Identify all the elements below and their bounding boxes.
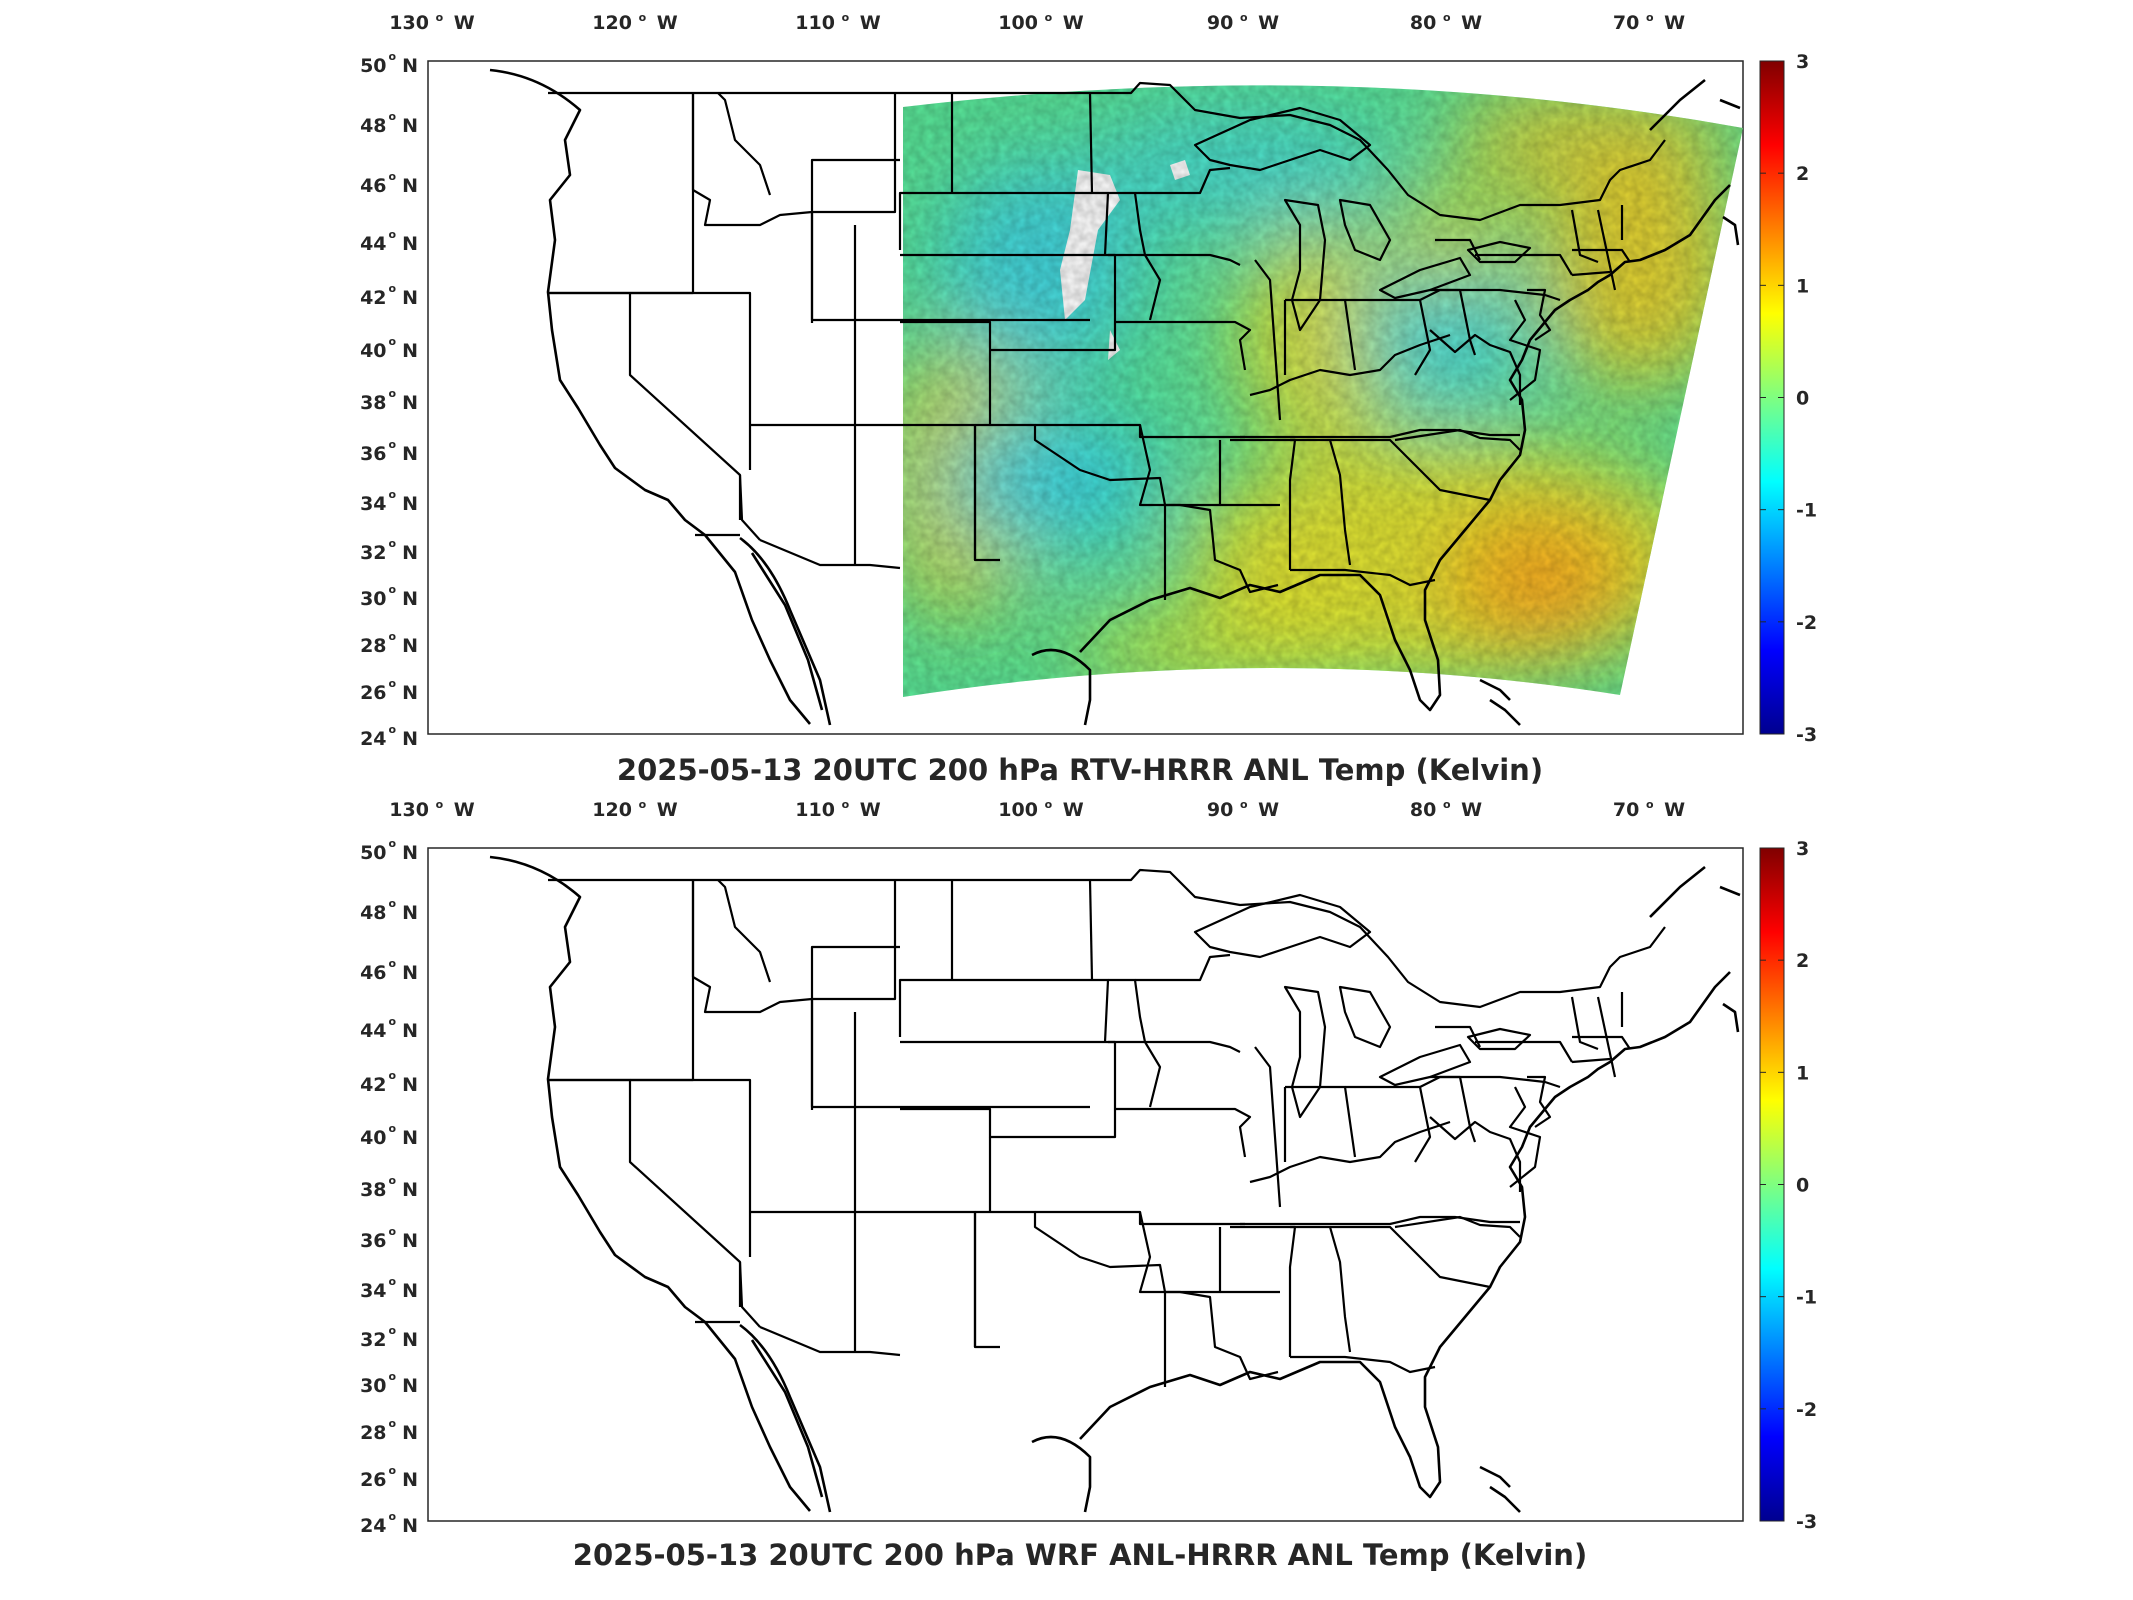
lon-tick-label: 70 o W — [1613, 11, 1685, 34]
lat-tick-label: 40 o N — [360, 335, 418, 362]
colorbar-tick-label: -1 — [1796, 1287, 1817, 1309]
lat-tick-label: 32 o N — [360, 537, 418, 564]
lat-tick-label: 30 o N — [360, 583, 418, 610]
colorbar-tick-label: 3 — [1796, 51, 1809, 73]
axes-bottom: 130 o W 120 o W 110 o W 100 o W 90 o W 80 o W… — [360, 798, 1685, 1572]
colorbar-tick-label: 3 — [1796, 838, 1809, 860]
colorbar-tick-label: -2 — [1796, 612, 1817, 634]
lat-tick-label: 24 o N — [360, 1510, 418, 1537]
lon-tick-label: 130 o W — [389, 11, 474, 34]
lon-tick-label: 80 o W — [1410, 11, 1482, 34]
lat-tick-label: 34 o N — [360, 1275, 418, 1302]
lat-tick-label: 42 o N — [360, 1069, 418, 1096]
colorbar-tick-label: -1 — [1796, 500, 1817, 522]
lat-tick-label: 50 o N — [360, 837, 418, 864]
colorbar-tick-label: 2 — [1796, 163, 1809, 185]
lon-tick-label: 110 o W — [795, 798, 880, 821]
lat-tick-label: 44 o N — [360, 1015, 418, 1042]
lat-tick-label: 48 o N — [360, 110, 418, 137]
lon-tick-label: 120 o W — [592, 11, 677, 34]
map-panel-top — [427, 60, 1744, 735]
lat-tick-label: 34 o N — [360, 488, 418, 515]
lat-tick-label: 28 o N — [360, 1417, 418, 1444]
lon-tick-label: 90 o W — [1207, 11, 1279, 34]
lat-tick-label: 42 o N — [360, 282, 418, 309]
lon-tick-label: 80 o W — [1410, 798, 1482, 821]
lat-tick-label: 32 o N — [360, 1324, 418, 1351]
map-frame — [427, 847, 1744, 1522]
lat-tick-label: 26 o N — [360, 677, 418, 704]
lat-tick-label: 30 o N — [360, 1370, 418, 1397]
lat-tick-label: 44 o N — [360, 228, 418, 255]
lon-tick-label: 90 o W — [1207, 798, 1279, 821]
panel-title: 2025-05-13 20UTC 200 hPa RTV-HRRR ANL Te… — [617, 753, 1543, 787]
lat-tick-label: 26 o N — [360, 1464, 418, 1491]
colorbar-bottom: 3 2 1 0 -1 -2 -3 — [1759, 838, 1817, 1533]
lon-tick-label: 100 o W — [998, 798, 1083, 821]
lat-tick-label: 24 o N — [360, 723, 418, 750]
lat-tick-label: 50 o N — [360, 50, 418, 77]
lat-tick-label: 36 o N — [360, 1225, 418, 1252]
panel-title: 2025-05-13 20UTC 200 hPa WRF ANL-HRRR AN… — [573, 1538, 1587, 1572]
colorbar-tick-label: 0 — [1796, 388, 1809, 410]
lat-tick-label: 46 o N — [360, 957, 418, 984]
lon-tick-label: 70 o W — [1613, 798, 1685, 821]
lat-tick-label: 48 o N — [360, 897, 418, 924]
colorbar-top: 3 2 1 0 -1 -2 -3 — [1759, 51, 1817, 746]
colorbar-tick-label: 1 — [1796, 275, 1809, 297]
colorbar-tick-label: -3 — [1796, 724, 1817, 746]
lat-tick-label: 40 o N — [360, 1122, 418, 1149]
lat-tick-label: 28 o N — [360, 630, 418, 657]
lon-tick-label: 130 o W — [389, 798, 474, 821]
lon-tick-label: 110 o W — [795, 11, 880, 34]
temperature-field — [903, 85, 1743, 698]
lat-tick-label: 38 o N — [360, 1174, 418, 1201]
lat-tick-label: 46 o N — [360, 170, 418, 197]
lat-tick-label: 38 o N — [360, 387, 418, 414]
colorbar-tick-label: -2 — [1796, 1399, 1817, 1421]
colorbar-tick-label: 2 — [1796, 950, 1809, 972]
map-panel-bottom — [427, 847, 1744, 1522]
lat-tick-label: 36 o N — [360, 438, 418, 465]
colorbar-tick-label: 1 — [1796, 1062, 1809, 1084]
colorbar-tick-label: 0 — [1796, 1175, 1809, 1197]
lon-tick-label: 100 o W — [998, 11, 1083, 34]
lon-tick-label: 120 o W — [592, 798, 677, 821]
colorbar-tick-label: -3 — [1796, 1511, 1817, 1533]
